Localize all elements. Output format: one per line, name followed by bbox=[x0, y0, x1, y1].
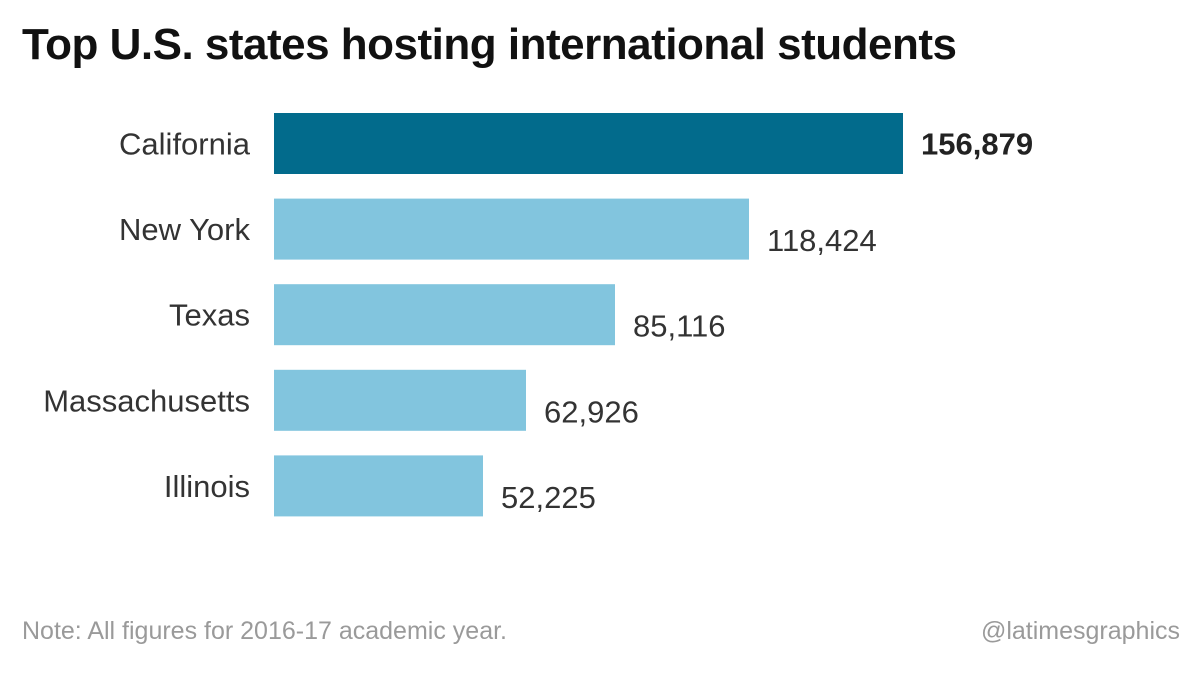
bar-texas bbox=[274, 284, 615, 346]
value-label-massachusetts: 62,926 bbox=[544, 394, 639, 429]
bar-new-york bbox=[274, 198, 749, 260]
category-label-california: California bbox=[119, 127, 251, 162]
value-label-new-york: 118,424 bbox=[767, 223, 877, 258]
category-label-massachusetts: Massachusetts bbox=[43, 383, 250, 418]
bar-massachusetts bbox=[274, 369, 526, 431]
chart-title: Top U.S. states hosting international st… bbox=[22, 20, 957, 69]
value-label-illinois: 52,225 bbox=[501, 480, 596, 515]
footer-credit: @latimesgraphics bbox=[980, 617, 1180, 645]
bar-california bbox=[274, 113, 903, 174]
category-label-texas: Texas bbox=[169, 298, 250, 333]
footer-note: Note: All figures for 2016-17 academic y… bbox=[22, 617, 507, 645]
value-label-california: 156,879 bbox=[921, 127, 1033, 162]
category-label-illinois: Illinois bbox=[164, 469, 250, 504]
value-label-texas: 85,116 bbox=[633, 309, 726, 344]
bar-illinois bbox=[274, 455, 483, 517]
category-label-new-york: New York bbox=[119, 212, 250, 247]
